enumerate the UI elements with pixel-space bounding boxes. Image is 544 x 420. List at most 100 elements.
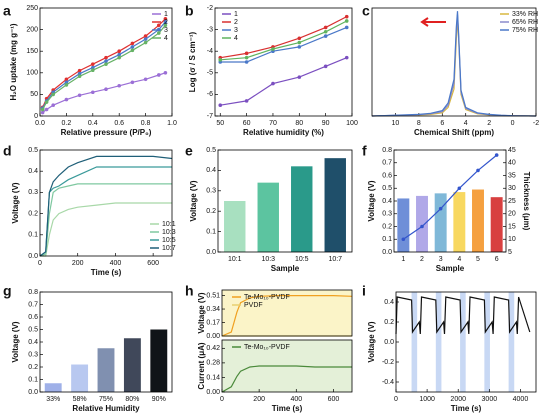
legend-label: 2 [234, 19, 238, 26]
plot-frame [395, 291, 537, 393]
series-marker [323, 25, 328, 30]
x-tick-label: 600 [147, 260, 159, 267]
series-marker [271, 81, 275, 86]
x-tick-label: 0.8 [141, 120, 151, 127]
x-tick-label: 600 [328, 396, 340, 403]
y-tick-label: 100 [26, 70, 38, 77]
plot-frame [39, 7, 173, 117]
y2-tick-label: 40 [508, 160, 516, 167]
y-tick-label: 0.2 [382, 223, 392, 230]
series-marker [91, 90, 95, 95]
y-tick-label: 0.0 [384, 339, 394, 346]
panel-label: h [185, 283, 194, 299]
legend-label: 4 [234, 35, 238, 42]
y2-tick-label: 10 [508, 236, 516, 243]
series-line [39, 155, 173, 257]
y-tick-label: 0.4 [382, 198, 392, 205]
panel-label: c [362, 3, 370, 19]
highlight-band [460, 292, 466, 392]
legend-label: 3 [164, 27, 168, 34]
series-line [395, 296, 531, 335]
series-marker [218, 58, 223, 62]
y-tick-label: 0.5 [382, 185, 392, 192]
highlight-band [484, 292, 490, 392]
plot-background [222, 290, 352, 336]
series-marker [157, 23, 161, 28]
y-tick-label: 0.00 [206, 333, 220, 340]
y-tick-label: 0.34 [206, 306, 220, 313]
series-marker [64, 97, 69, 102]
y-tick-label: 0.7 [382, 160, 392, 167]
series-marker [143, 77, 148, 82]
y-tick-label: 0.51 [206, 292, 220, 299]
x-axis-title: Sample [271, 264, 300, 273]
plot-frame [217, 149, 353, 253]
x-tick-label: 90% [152, 396, 166, 403]
series-marker [297, 40, 302, 45]
series-marker [271, 47, 275, 51]
y-tick-label: 0.1 [206, 228, 216, 235]
series-line [221, 365, 352, 393]
y-tick-label: 0.2 [28, 364, 38, 371]
legend-label: 4 [164, 35, 168, 42]
x-tick-label: 200 [253, 396, 265, 403]
series-marker [157, 31, 161, 35]
series-marker [51, 103, 55, 107]
y-tick-label: 0.17 [206, 319, 220, 326]
bar [97, 348, 115, 392]
y-tick-label: 0.3 [382, 211, 392, 218]
bar [453, 192, 466, 252]
y-tick-label: 0.6 [382, 172, 392, 179]
x-tick-label: 4000 [513, 396, 529, 403]
series-marker [244, 60, 249, 64]
y-axis-title: Voltage (V) [197, 292, 206, 334]
series-line [42, 18, 166, 108]
series-marker [130, 45, 135, 49]
series-marker [143, 34, 148, 38]
series-marker [91, 65, 95, 70]
series-line [220, 57, 347, 106]
series-marker [476, 168, 480, 173]
series-marker [91, 62, 95, 66]
bar [416, 195, 428, 252]
panel-label: d [3, 143, 12, 159]
series-marker [44, 100, 49, 104]
x-tick-label: 70 [269, 120, 277, 127]
y-tick-label: 0 [34, 113, 38, 120]
panel-label: g [3, 283, 12, 299]
series-marker [244, 55, 249, 60]
highlight-band [508, 292, 515, 392]
panel-label: f [362, 143, 367, 159]
x-tick-label: 8 [417, 120, 421, 127]
series-marker [143, 40, 148, 45]
plot-frame [393, 149, 507, 253]
highlight-band [411, 292, 418, 392]
plot-frame [39, 149, 173, 257]
y-axis-title: Voltage (V) [367, 321, 376, 363]
x-tick-label: 4 [457, 256, 461, 263]
panel-label: b [185, 3, 194, 19]
y-tick-label: 0.4 [28, 339, 38, 346]
series-marker [64, 80, 69, 85]
y2-axis-title: Thickness (μm) [522, 172, 531, 231]
x-tick-label: 2000 [450, 396, 466, 403]
legend-label: 65% RH [512, 19, 538, 26]
plot-frame [221, 289, 353, 337]
y-tick-label: 0.5 [28, 147, 38, 154]
y-tick-label: 0.8 [382, 147, 392, 154]
series-marker [323, 34, 328, 38]
bar [71, 364, 89, 392]
series-line [39, 183, 172, 257]
bar [150, 329, 168, 392]
y-axis-title: Voltage (V) [11, 182, 20, 224]
x-tick-label: 200 [72, 260, 84, 267]
y-axis-title: Current (μA) [197, 342, 206, 389]
x-tick-label: 400 [110, 260, 122, 267]
x-axis-title: Relative Humidity [72, 404, 140, 413]
series-marker [163, 23, 168, 28]
y-tick-label: 0.14 [206, 374, 220, 381]
legend-label: 75% RH [512, 27, 538, 34]
series-marker [143, 37, 148, 41]
series-marker [344, 25, 349, 30]
